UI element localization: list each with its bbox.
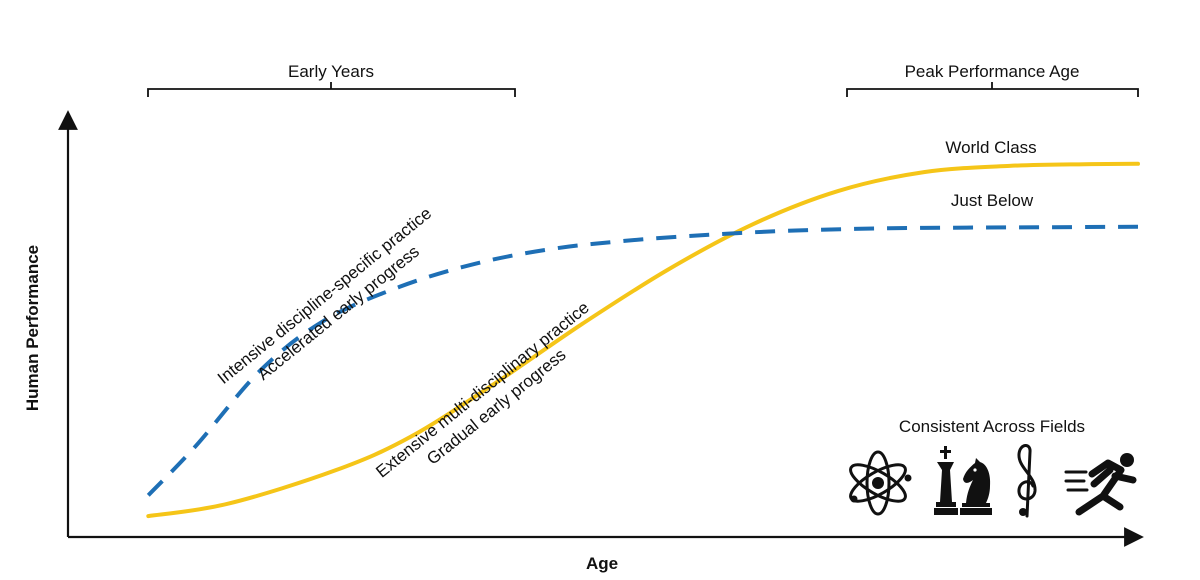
series-label-world-class: World Class bbox=[934, 134, 1048, 160]
annotation-line: Accelerated early progress bbox=[254, 242, 423, 384]
annotation-intensive-practice: Intensive discipline-specific practice A… bbox=[214, 204, 435, 388]
annotation-line: Intensive discipline-specific practice bbox=[214, 204, 435, 388]
series-label-just-below: Just Below bbox=[938, 187, 1048, 213]
chess-pieces-icon bbox=[934, 446, 992, 515]
series-label-world-class-text: World Class bbox=[945, 138, 1036, 157]
annotation-line: Extensive multi-disciplinary practice bbox=[372, 298, 592, 482]
atom-orbit bbox=[849, 463, 907, 503]
runner-speed-lines bbox=[1064, 470, 1089, 492]
clef-tail-dot bbox=[1019, 508, 1027, 516]
chess-king-icon bbox=[934, 446, 958, 515]
bracket-line bbox=[846, 82, 1139, 97]
x-axis-label: Age bbox=[586, 554, 618, 573]
bracket-line bbox=[147, 82, 516, 97]
treble-clef-icon bbox=[1017, 444, 1037, 518]
bracket-peak-performance-age: Peak Performance Age bbox=[846, 62, 1139, 97]
atom-icon bbox=[849, 450, 912, 516]
label-knockout bbox=[938, 187, 1048, 213]
fields-panel: Consistent Across Fields bbox=[849, 417, 1137, 518]
series-line-world-class bbox=[146, 161, 1140, 519]
chess-knight-icon bbox=[960, 458, 992, 515]
runner-icon bbox=[1064, 453, 1137, 516]
atom-electron bbox=[904, 474, 912, 482]
atom-nucleus bbox=[872, 477, 884, 489]
fields-title: Consistent Across Fields bbox=[899, 417, 1085, 436]
clef-body bbox=[1017, 444, 1037, 518]
bracket-label-early-years: Early Years bbox=[288, 62, 374, 81]
atom-electron bbox=[850, 495, 858, 503]
bracket-label-peak-performance-age: Peak Performance Age bbox=[905, 62, 1080, 81]
annotation-multidisciplinary-practice: Extensive multi-disciplinary practice Gr… bbox=[372, 298, 592, 482]
series-line-just-below bbox=[146, 224, 1139, 497]
atom-orbit bbox=[865, 450, 891, 516]
series-label-just-below-text: Just Below bbox=[951, 191, 1034, 210]
label-knockout bbox=[934, 134, 1048, 160]
y-axis-label: Human Performance bbox=[23, 245, 42, 411]
runner-head bbox=[1120, 453, 1134, 467]
runner-body bbox=[1075, 459, 1137, 516]
bracket-early-years: Early Years bbox=[147, 62, 516, 97]
